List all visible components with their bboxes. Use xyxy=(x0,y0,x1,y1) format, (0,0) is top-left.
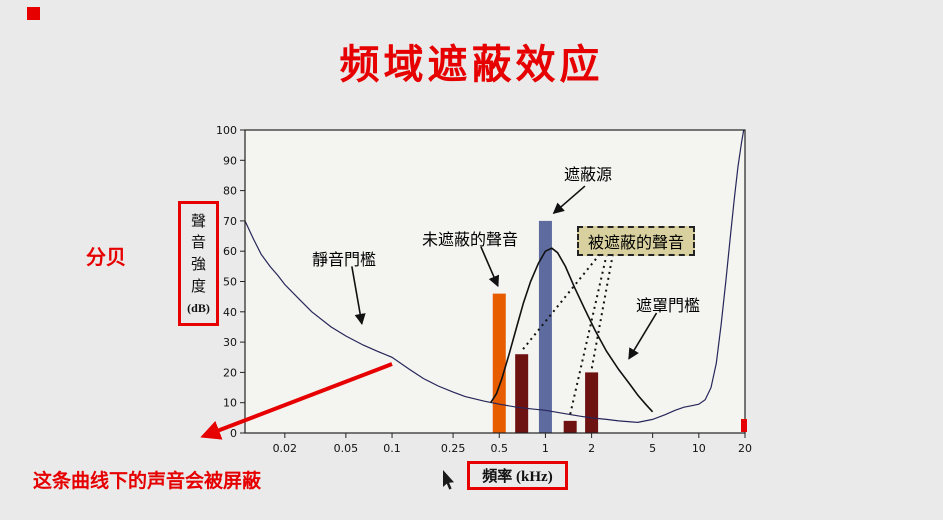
annotation-arrow xyxy=(628,312,658,360)
masked-sounds-note: 这条曲线下的声音会被屏蔽 xyxy=(33,471,262,492)
chart-bar xyxy=(515,354,529,433)
red-annotation-arrow xyxy=(200,362,393,440)
y-tick-label: 60 xyxy=(223,245,237,258)
x-tick-label: 2 xyxy=(588,442,595,455)
decibel-annotation: 分贝 xyxy=(86,247,126,269)
dotted-connector xyxy=(590,254,614,370)
plot-area: 0 10 20 30 40 50 60 70 80 90 100 0.02 0.05 0.1 0.25 0.5… xyxy=(216,124,752,455)
y-tick-label: 100 xyxy=(216,124,237,137)
corner-red-mark xyxy=(27,7,40,20)
x-tick-label: 10 xyxy=(692,442,706,455)
y-tick-label: 0 xyxy=(230,427,237,440)
chart-curve xyxy=(490,247,654,413)
x-tick-label: 0.1 xyxy=(383,442,401,455)
annotation-arrow xyxy=(351,266,366,326)
mouse-cursor xyxy=(443,470,454,490)
x-tick-label: 0.5 xyxy=(491,442,509,455)
y-tick-label: 30 xyxy=(223,336,237,349)
dotted-connector xyxy=(521,253,601,351)
y-tick-label: 80 xyxy=(223,185,237,198)
x-tick-label: 1 xyxy=(542,442,549,455)
y-axis-label-box: 聲音強度 (dB) xyxy=(178,201,219,326)
plot-frame xyxy=(244,129,746,434)
y-tick-label: 20 xyxy=(223,366,237,379)
x-tick-label: 0.02 xyxy=(273,442,298,455)
y-axis-label: 聲音強度 xyxy=(190,213,206,295)
chart-bar xyxy=(563,420,577,433)
masker-label: 遮蔽源 xyxy=(564,167,613,184)
x-tick-label: 5 xyxy=(649,442,656,455)
y-axis-unit: (dB) xyxy=(187,300,210,315)
unmasked-sound-label: 未遮蔽的聲音 xyxy=(422,232,519,249)
chart-bar xyxy=(538,220,552,433)
x-axis-label: 頻率 (kHz) xyxy=(482,469,553,485)
y-tick-label: 40 xyxy=(223,306,237,319)
x-tick-label: 20 xyxy=(738,442,752,455)
red-tick-mark xyxy=(741,419,747,432)
slide-title: 频域遮蔽效应 xyxy=(339,43,604,87)
x-axis-label-box: 頻率 (kHz) xyxy=(467,461,568,490)
annotation-arrow xyxy=(480,246,500,288)
quiet-threshold-label: 靜音門檻 xyxy=(312,252,377,269)
x-tick-label: 0.25 xyxy=(441,442,466,455)
y-tick-label: 70 xyxy=(223,215,237,228)
masked-sound-label-box: 被遮蔽的聲音 xyxy=(577,226,696,256)
masking-threshold-label: 遮罩門檻 xyxy=(636,298,701,315)
y-tick-label: 90 xyxy=(223,154,237,167)
chart-curve xyxy=(244,129,745,424)
chart-bar xyxy=(585,372,599,433)
chart-bar xyxy=(492,293,506,433)
annotation-arrow xyxy=(552,185,586,215)
y-tick-label: 50 xyxy=(223,276,237,289)
dotted-connector xyxy=(568,254,608,417)
y-tick-label: 10 xyxy=(223,397,237,410)
x-tick-label: 0.05 xyxy=(334,442,359,455)
